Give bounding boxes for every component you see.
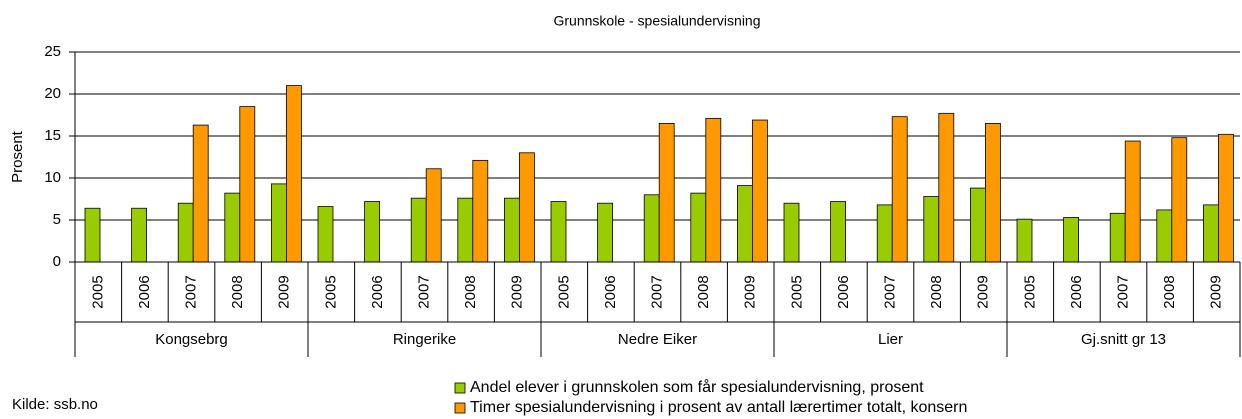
bar: [224, 192, 241, 263]
x-tick-label: 2008: [229, 275, 246, 308]
group-label: Gj.snitt gr 13: [1081, 331, 1166, 348]
x-tick-label: 2006: [1068, 275, 1085, 308]
y-tick-label: 10: [44, 169, 61, 186]
x-tick-label: 2005: [1021, 275, 1038, 308]
chart-title: Grunnskole - spesialundervisning: [554, 13, 761, 29]
x-tick-label: 2006: [602, 275, 619, 308]
bar: [597, 202, 613, 263]
x-tick-label: 2008: [462, 275, 479, 308]
group-label: Lier: [878, 331, 903, 348]
bar: [410, 197, 427, 263]
bar: [643, 194, 660, 263]
bar: [1203, 204, 1219, 263]
bar: [285, 85, 302, 263]
bar: [737, 185, 753, 263]
bar: [752, 119, 768, 263]
x-tick-label: 2006: [369, 275, 386, 308]
bar: [1171, 137, 1188, 263]
bar: [519, 152, 535, 263]
x-tick-label: 2009: [1208, 275, 1225, 308]
y-tick-label: 5: [53, 211, 61, 228]
y-tick-label: 25: [44, 43, 61, 60]
x-tick-label: 2007: [881, 275, 898, 308]
bar: [1063, 217, 1079, 263]
source: Kilde: ssb.no: [12, 396, 98, 413]
bar: [425, 168, 442, 263]
bar: [239, 106, 256, 263]
y-axis-label: Prosent: [9, 130, 26, 183]
group-label: Ringerike: [393, 331, 456, 348]
legend-label: Andel elever i grunnskolen som får spesi…: [470, 378, 924, 396]
bar: [270, 183, 287, 263]
bar: [830, 201, 846, 263]
y-tick-label: 20: [44, 85, 61, 102]
bar: [658, 123, 675, 263]
bar: [705, 117, 722, 263]
x-tick-label: 2005: [555, 275, 572, 308]
bar: [876, 204, 893, 263]
x-tick-label: 2005: [322, 275, 339, 308]
bar: [131, 207, 148, 263]
bar: [1156, 209, 1173, 263]
x-tick-label: 2007: [182, 275, 199, 308]
bar: [364, 201, 381, 263]
x-tick-label: 2005: [89, 275, 106, 308]
x-tick-label: 2009: [742, 275, 759, 308]
group-label: Kongsebrg: [155, 331, 228, 348]
y-tick-label: 0: [53, 253, 61, 270]
x-tick-label: 2008: [1161, 275, 1178, 308]
legend-label: Timer spesialundervisning i prosent av a…: [470, 399, 967, 416]
bar: [177, 202, 194, 263]
x-tick-label: 2007: [648, 275, 665, 308]
bar: [938, 112, 955, 263]
bar: [1109, 212, 1126, 263]
x-tick-label: 2007: [1114, 275, 1131, 308]
bar: [783, 202, 800, 263]
x-tick-label: 2009: [276, 275, 293, 308]
bar: [690, 192, 707, 263]
x-tick-label: 2009: [975, 275, 992, 308]
bar: [1218, 133, 1234, 263]
x-tick-label: 2006: [136, 275, 153, 308]
bar: [192, 124, 209, 263]
legend-swatch: [454, 402, 466, 414]
x-tick-label: 2006: [835, 275, 852, 308]
x-tick-label: 2008: [695, 275, 712, 308]
bar: [1016, 218, 1033, 263]
bar: [84, 207, 101, 263]
bar: [891, 116, 908, 263]
bar: [970, 187, 986, 263]
bar: [923, 196, 940, 263]
bar: [317, 206, 334, 263]
y-tick-label: 15: [44, 127, 61, 144]
legend-swatch: [454, 382, 466, 394]
x-tick-label: 2008: [928, 275, 945, 308]
x-tick-label: 2009: [509, 275, 526, 308]
bar: [503, 197, 520, 263]
bar: [457, 197, 474, 263]
bar: [1124, 140, 1141, 263]
bar: [472, 159, 489, 263]
x-tick-label: 2005: [788, 275, 805, 308]
bar: [550, 201, 567, 263]
x-tick-label: 2007: [415, 275, 432, 308]
bar: [985, 123, 1001, 263]
group-label: Nedre Eiker: [618, 331, 697, 348]
